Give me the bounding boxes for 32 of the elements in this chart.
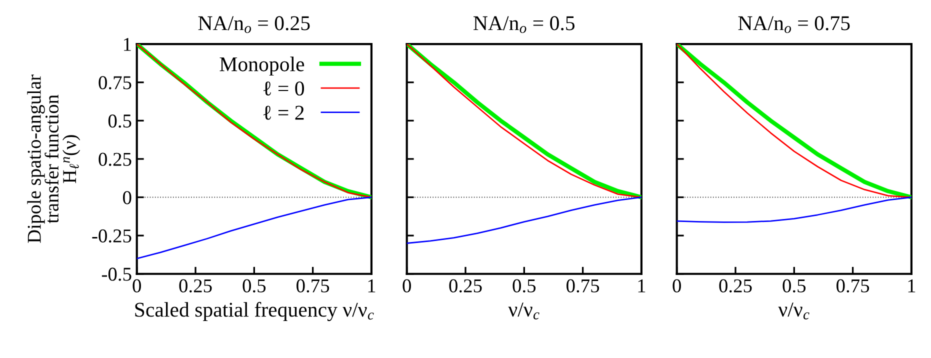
y-tick-label: 0 <box>123 191 132 204</box>
y-tick-label: -0.25 <box>92 229 132 243</box>
x-axis-title: Scaled spatial frequency ν/ν$_{c}$ <box>135 302 374 322</box>
x-tick-label: 0 <box>672 279 681 292</box>
x-tick-label: 0.25 <box>719 279 752 292</box>
y-tick-label: 0.5 <box>108 114 132 128</box>
x-tick-label: 0.5 <box>782 279 806 292</box>
x-tick-label: 0.25 <box>179 279 212 292</box>
x-tick-label: 0.75 <box>566 279 600 292</box>
x-axis-title: ν/ν$_{c}$ <box>778 302 810 320</box>
x-tick-label: 0 <box>402 279 411 292</box>
x-tick-label: 0.5 <box>512 279 536 292</box>
x-tick-label: 1 <box>368 279 376 292</box>
x-axis-title: ν/ν$_{c}$ <box>508 302 540 320</box>
x-tick-label: 0.75 <box>296 279 330 292</box>
x-tick-label: 0.75 <box>836 279 870 292</box>
chart-title: NA/n$_{o}$ = 0.75 <box>738 16 850 34</box>
y-axis-title: Dipole spatio-angular transfer function H$_{ℓ}$$^{n}$(ν) <box>27 74 80 243</box>
x-tick-label: 0.5 <box>242 279 266 292</box>
y-tick-label: -0.5 <box>102 268 132 281</box>
y-tick-label: 0.25 <box>98 152 132 166</box>
chart-title: NA/n$_{o}$ = 0.5 <box>474 16 575 34</box>
x-tick-label: 1 <box>638 279 646 292</box>
y-tick-label: 1 <box>124 38 131 51</box>
chart-title: NA/n$_{o}$ = 0.25 <box>198 16 310 34</box>
legend-label: Monopole <box>220 56 304 76</box>
y-tick-label: 0.75 <box>98 76 132 90</box>
x-tick-label: 0.25 <box>449 279 482 292</box>
x-tick-label: 1 <box>908 279 916 292</box>
legend-label: ℓ = 0 <box>263 81 304 96</box>
x-tick-label: 0 <box>132 279 141 292</box>
legend-label: ℓ = 2 <box>263 106 304 120</box>
